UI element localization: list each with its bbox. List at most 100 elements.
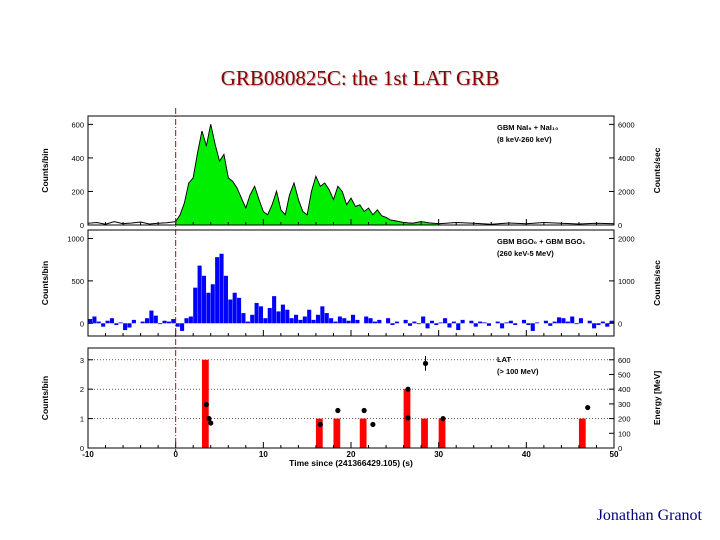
- panel-bottom: 0 1 2 3 0 100 200 300 400 500 600 Counts/bin Energy …: [40, 347, 662, 453]
- legend-label: (> 100 MeV): [497, 367, 539, 376]
- photon-energy-point: [422, 360, 429, 367]
- panel-middle: 0 500 1000 0 1000 2000 Counts/bin Counts/sec GBM…: [40, 229, 662, 337]
- y-axis-label: Counts/bin: [40, 148, 50, 192]
- y-tick-label: 400: [71, 154, 84, 163]
- count-bar: [438, 322, 443, 324]
- count-bar: [241, 313, 246, 324]
- count-bar: [162, 320, 167, 324]
- count-bar: [416, 323, 421, 325]
- count-bar: [289, 318, 294, 324]
- count-bar: [114, 323, 119, 325]
- count-bar: [530, 323, 535, 331]
- count-bar: [285, 309, 290, 324]
- count-bar: [403, 319, 408, 324]
- right-y-axis-label: Energy [MeV]: [652, 371, 662, 425]
- count-bar: [548, 323, 553, 326]
- count-bar: [473, 323, 478, 327]
- count-bar: [521, 319, 527, 324]
- count-bar: [526, 323, 531, 325]
- count-bar: [101, 323, 106, 327]
- count-bar: [372, 321, 377, 324]
- count-bar: [267, 308, 272, 324]
- count-bar: [412, 321, 417, 324]
- count-bar: [561, 318, 566, 324]
- photon-energy-point: [405, 415, 411, 421]
- photon-energy-point: [585, 404, 591, 411]
- count-bar: [315, 314, 321, 324]
- count-bar: [315, 418, 323, 448]
- right-y-tick-label: 0: [618, 221, 622, 230]
- y-tick-label: 1000: [67, 234, 84, 243]
- count-bar: [351, 314, 356, 324]
- count-bar: [500, 323, 505, 329]
- photon-energy-point: [206, 415, 212, 422]
- x-tick-label: 0: [173, 450, 178, 459]
- count-bar: [605, 323, 610, 327]
- count-bar: [333, 418, 341, 448]
- count-bar: [324, 313, 329, 324]
- count-bar: [390, 323, 395, 325]
- count-bar: [386, 318, 391, 324]
- y-tick-label: 3: [80, 356, 84, 365]
- right-y-tick-label: 100: [618, 429, 631, 438]
- author-name: Jonathan Granot: [596, 507, 702, 524]
- count-bar: [574, 323, 579, 325]
- count-bar: [105, 320, 110, 324]
- legend-label: GBM BGO₀ + GBM BGO₁: [497, 237, 585, 246]
- y-tick-label: 2: [80, 385, 84, 394]
- count-bar: [258, 306, 264, 324]
- count-bar: [543, 320, 548, 324]
- count-bar: [175, 323, 180, 327]
- right-y-tick-label: 6000: [618, 120, 635, 129]
- count-bar: [364, 316, 369, 324]
- panel-frame: [87, 347, 615, 449]
- count-bar: [557, 317, 562, 324]
- count-bar: [166, 321, 171, 324]
- x-tick-label: 10: [259, 450, 268, 459]
- count-bar: [359, 418, 367, 448]
- x-tick-label: 40: [522, 450, 531, 459]
- count-bar: [513, 323, 518, 325]
- count-bar: [482, 322, 487, 324]
- right-y-tick-label: 4000: [618, 154, 635, 163]
- photon-energy-point: [440, 415, 446, 422]
- count-bar: [302, 316, 307, 324]
- legend-label: (8 keV-260 keV): [497, 135, 552, 144]
- right-y-tick-label: 0: [618, 319, 622, 328]
- y-tick-label: 0: [80, 221, 84, 230]
- count-bar: [219, 253, 224, 324]
- count-bar: [149, 310, 154, 324]
- y-tick-label: 200: [71, 187, 84, 196]
- right-y-axis-label: Counts/sec: [652, 147, 662, 193]
- x-tick-label: 30: [434, 450, 443, 459]
- photon-energy-point: [208, 420, 214, 426]
- count-bar: [197, 265, 202, 324]
- count-bar: [193, 287, 198, 324]
- right-y-tick-label: 600: [618, 356, 631, 365]
- photon-energy-point: [405, 386, 411, 392]
- count-bar: [407, 323, 413, 326]
- photon-energy-point: [317, 421, 323, 428]
- y-tick-label: 0: [80, 444, 84, 453]
- count-bar: [578, 418, 586, 448]
- slide-title: GRB080825C: the 1st LAT GRB: [220, 66, 500, 90]
- count-bar: [451, 321, 456, 324]
- count-bar: [201, 275, 207, 324]
- legend-label: LAT: [497, 355, 511, 364]
- y-axis-label: Counts/bin: [40, 261, 50, 305]
- right-y-axis-label: Counts/sec: [652, 260, 662, 306]
- count-bar: [394, 321, 399, 324]
- count-bar: [92, 316, 97, 324]
- count-bar: [570, 316, 575, 324]
- count-bar: [438, 418, 446, 448]
- count-bar: [228, 299, 233, 324]
- count-bar: [263, 318, 268, 324]
- photon-energy-point: [203, 402, 209, 408]
- photon-energy-point: [335, 407, 341, 414]
- count-bar: [123, 323, 128, 331]
- right-y-tick-label: 500: [618, 370, 631, 379]
- count-bar: [346, 320, 351, 324]
- count-bar: [180, 323, 185, 331]
- count-bar: [280, 304, 285, 324]
